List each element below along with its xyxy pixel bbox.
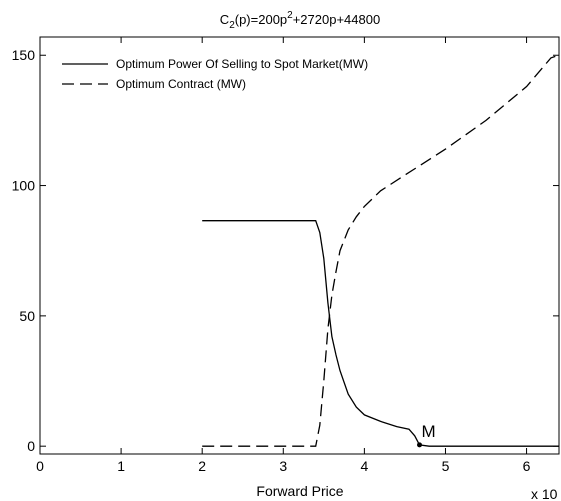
annotation-layer: M (417, 422, 436, 448)
x-tick-label-1: 1 (117, 458, 125, 474)
legend: Optimum Power Of Selling to Spot Market(… (62, 57, 368, 91)
title-lead: C (220, 12, 229, 27)
plot-area (39, 36, 560, 455)
chart-title: C2(p)=200p2+2720p+44800 (220, 10, 380, 31)
title-mid: (p)=200p (235, 12, 287, 27)
annotation-label-0: M (422, 422, 436, 441)
x-tick-label-0: 0 (36, 458, 44, 474)
x-tick-label-5: 5 (442, 458, 450, 474)
y-tick-label-0: 0 (27, 438, 35, 454)
x-tick-label-4: 4 (360, 458, 368, 474)
y-tick-label-2: 100 (12, 178, 36, 194)
title-superscript: 2 (287, 10, 293, 21)
title-subscript: 2 (229, 20, 235, 31)
x-axis-title: Forward Price (256, 483, 343, 499)
title-tail: +2720p+44800 (293, 12, 380, 27)
x-tick-label-6: 6 (523, 458, 531, 474)
series-line-contract (202, 54, 560, 447)
legend-label-power: Optimum Power Of Selling to Spot Market(… (116, 57, 368, 71)
legend-label-contract: Optimum Contract (MW) (116, 77, 246, 91)
x-exponent-label: x 10 (531, 486, 558, 501)
y-tick-label-1: 50 (19, 308, 35, 324)
series-layer (202, 54, 560, 447)
annotation-point-0 (417, 442, 423, 448)
series-line-power (202, 220, 559, 447)
axis-ticks: 0 1 2 3 4 5 6 0 50 100 150 (12, 37, 559, 474)
x-tick-label-2: 2 (198, 458, 206, 474)
y-tick-label-3: 150 (12, 47, 36, 63)
x-tick-label-3: 3 (279, 458, 287, 474)
